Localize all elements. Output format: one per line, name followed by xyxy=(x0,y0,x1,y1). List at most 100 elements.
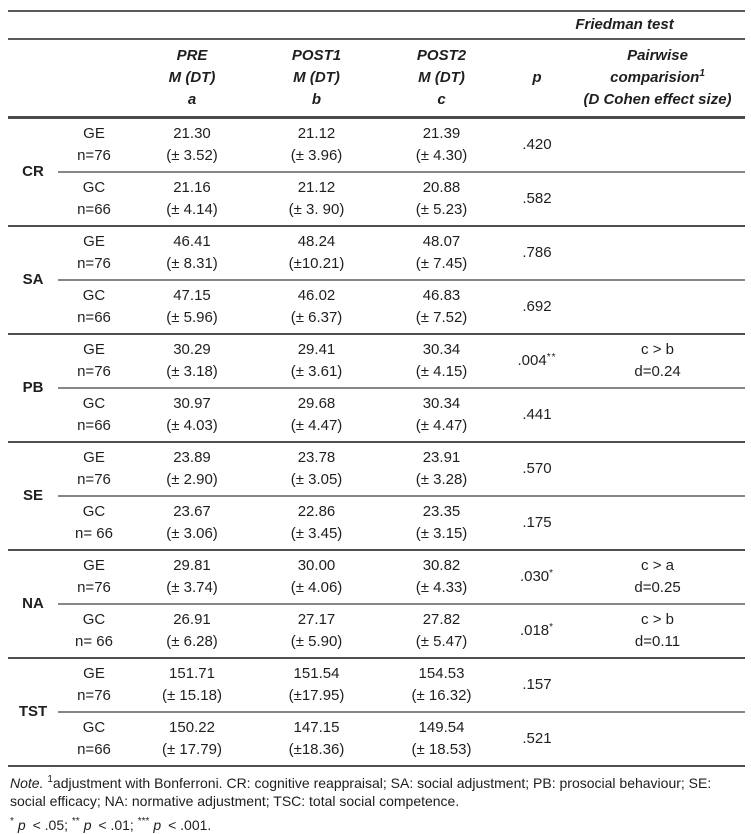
significance-legend: * p < .05; ** p < .01; *** p < .001. xyxy=(10,816,747,834)
header-post2: POST2 M (DT) c xyxy=(379,39,504,119)
pairwise-cell xyxy=(570,658,746,713)
stat-cell-pre: 46.41 (± 8.31) xyxy=(130,226,254,281)
stat-cell-post2: 21.39 (± 4.30) xyxy=(379,117,504,173)
stat-cell-post2: 30.34 (± 4.15) xyxy=(379,334,504,389)
p-value: .018* xyxy=(504,604,570,659)
header-pre: PRE M (DT) a xyxy=(130,39,254,119)
table-row: CR GE n=76 21.30 (± 3.52) 21.12 (± 3.96) 21… xyxy=(8,117,746,227)
group-cell: GE n=76 xyxy=(58,334,130,389)
measure-label: CR xyxy=(8,117,58,227)
pairwise-cell xyxy=(570,496,746,551)
p-value: .175 xyxy=(504,496,570,551)
group-cell: GC n= 66 xyxy=(58,496,130,551)
pairwise-cell: c > a d=0.25 xyxy=(570,550,746,605)
group-cell: GC n=66 xyxy=(58,388,130,443)
footnote-line1: Note. 1adjustment with Bonferroni. CR: c… xyxy=(10,774,747,792)
header-pairwise-line2: comparision1 xyxy=(570,67,745,89)
header-post1-line1: POST1 xyxy=(291,47,342,64)
header-post1-line2: M (DT) xyxy=(293,69,340,86)
sig-item: ** p < .01; xyxy=(71,816,138,834)
column-header-row: PRE M (DT) a POST1 M (DT) b POST2 M (DT)… xyxy=(8,39,746,119)
table-row: SE GE n=76 23.89 (± 2.90) 23.78 (± 3.05) 23… xyxy=(8,442,746,551)
stat-cell-post1: 29.68 (± 4.47) xyxy=(254,388,379,443)
stat-cell-post2: 46.83 (± 7.52) xyxy=(379,280,504,335)
group-cell: GE n=76 xyxy=(58,550,130,605)
group-cell: GE n=76 xyxy=(58,658,130,713)
stat-cell-post1: 151.54 (±17.95) xyxy=(254,658,379,713)
stat-cell-pre: 47.15 (± 5.96) xyxy=(130,280,254,335)
p-value: .030* xyxy=(504,550,570,605)
table-row: GC n=66 150.22 (± 17.79) 147.15 (±18.36) 14… xyxy=(8,712,746,767)
header-pre-line2: M (DT) xyxy=(168,69,216,86)
table-row: NA GE n=76 29.81 (± 3.74) 30.00 (± 4.06) 30… xyxy=(8,550,746,659)
p-value: .420 xyxy=(504,117,570,173)
stat-cell-post1: 29.41 (± 3.61) xyxy=(254,334,379,389)
friedman-test-label: Friedman test xyxy=(504,10,746,40)
stat-cell-post1: 48.24 (±10.21) xyxy=(254,226,379,281)
group-cell: GE n=76 xyxy=(58,226,130,281)
note-label: Note. xyxy=(10,775,44,791)
p-value: .441 xyxy=(504,388,570,443)
stat-cell-post1: 27.17 (± 5.90) xyxy=(254,604,379,659)
friedman-results-table: Friedman test PRE M (DT) a POST1 M (DT) … xyxy=(8,10,746,767)
header-p: p xyxy=(504,39,570,119)
group-cell: GC n= 66 xyxy=(58,604,130,659)
stat-cell-post1: 46.02 (± 6.37) xyxy=(254,280,379,335)
header-post1-line3: b xyxy=(311,91,322,108)
stat-cell-post2: 20.88 (± 5.23) xyxy=(379,172,504,227)
pairwise-cell xyxy=(570,226,746,281)
pairwise-cell xyxy=(570,712,746,767)
group-cell: GC n=66 xyxy=(58,712,130,767)
footnote-line2: social efficacy; NA: normative adjustmen… xyxy=(10,793,460,809)
stat-cell-pre: 30.97 (± 4.03) xyxy=(130,388,254,443)
stat-cell-post1: 147.15 (±18.36) xyxy=(254,712,379,767)
header-post2-line1: POST2 xyxy=(416,47,467,64)
spanner-empty-cell xyxy=(8,10,504,40)
stat-cell-post2: 27.82 (± 5.47) xyxy=(379,604,504,659)
stat-cell-pre: 29.81 (± 3.74) xyxy=(130,550,254,605)
stat-cell-post1: 21.12 (± 3.96) xyxy=(254,117,379,173)
header-pre-line3: a xyxy=(187,91,197,108)
measure-label: NA xyxy=(8,550,58,659)
header-group-empty xyxy=(58,39,130,119)
pairwise-cell xyxy=(570,280,746,335)
measure-label: TST xyxy=(8,658,58,767)
table-row: PB GE n=76 30.29 (± 3.18) 29.41 (± 3.61) 30… xyxy=(8,334,746,443)
header-pairwise-line3: (D Cohen effect size) xyxy=(583,91,732,108)
table-row: GC n= 66 26.91 (± 6.28) 27.17 (± 5.90) 27.8… xyxy=(8,604,746,659)
pairwise-cell: c > b d=0.24 xyxy=(570,334,746,389)
header-pairwise-superscript: 1 xyxy=(699,68,705,79)
p-value: .786 xyxy=(504,226,570,281)
stat-cell-pre: 150.22 (± 17.79) xyxy=(130,712,254,767)
stat-cell-pre: 21.16 (± 4.14) xyxy=(130,172,254,227)
footnote: Note. 1adjustment with Bonferroni. CR: c… xyxy=(10,774,747,834)
header-measure-empty xyxy=(8,39,58,119)
table-row: GC n=66 21.16 (± 4.14) 21.12 (± 3. 90) 20.8… xyxy=(8,172,746,227)
stat-cell-pre: 26.91 (± 6.28) xyxy=(130,604,254,659)
stat-cell-post2: 30.82 (± 4.33) xyxy=(379,550,504,605)
stat-cell-post2: 149.54 (± 18.53) xyxy=(379,712,504,767)
stat-cell-post2: 30.34 (± 4.47) xyxy=(379,388,504,443)
group-cell: GC n=66 xyxy=(58,280,130,335)
pairwise-cell xyxy=(570,388,746,443)
p-value: .582 xyxy=(504,172,570,227)
stat-cell-post2: 23.91 (± 3.28) xyxy=(379,442,504,497)
header-pairwise-line1: Pairwise xyxy=(627,47,688,64)
stat-cell-post2: 154.53 (± 16.32) xyxy=(379,658,504,713)
stat-cell-post1: 22.86 (± 3.45) xyxy=(254,496,379,551)
table-row: GC n= 66 23.67 (± 3.06) 22.86 (± 3.45) 23.3… xyxy=(8,496,746,551)
header-pre-line1: PRE xyxy=(176,47,208,64)
pairwise-cell xyxy=(570,117,746,173)
stat-cell-pre: 23.67 (± 3.06) xyxy=(130,496,254,551)
stat-cell-pre: 30.29 (± 3.18) xyxy=(130,334,254,389)
measure-label: SA xyxy=(8,226,58,335)
stat-cell-pre: 21.30 (± 3.52) xyxy=(130,117,254,173)
stat-cell-post1: 23.78 (± 3.05) xyxy=(254,442,379,497)
header-post2-line3: c xyxy=(437,91,446,108)
sig-item: * p < .05; xyxy=(10,816,72,834)
p-value: .157 xyxy=(504,658,570,713)
measure-label: SE xyxy=(8,442,58,551)
stat-cell-post2: 48.07 (± 7.45) xyxy=(379,226,504,281)
measure-label: PB xyxy=(8,334,58,443)
